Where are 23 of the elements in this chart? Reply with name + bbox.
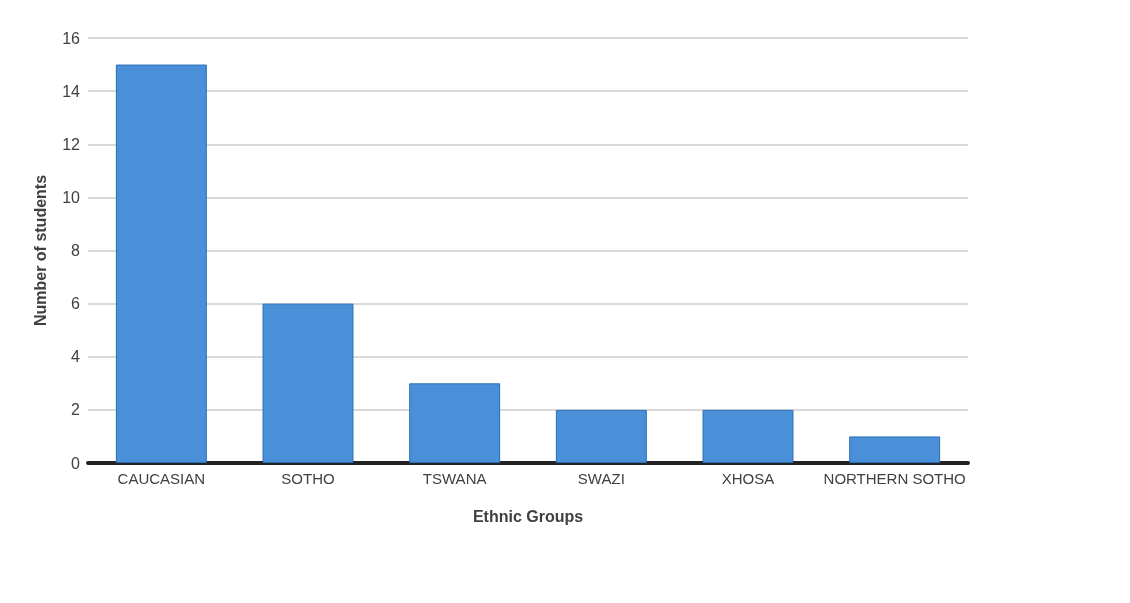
bar (702, 409, 794, 463)
x-tick-label: TSWANA (422, 470, 487, 487)
bar (409, 383, 501, 463)
y-tick-label: 4 (71, 348, 81, 366)
y-tick-label: 2 (71, 401, 81, 419)
y-tick-label: 14 (62, 82, 81, 100)
x-tick-label: CAUCASIAN (117, 470, 206, 487)
x-tick-label: NORTHERN SOTHO (823, 470, 966, 487)
y-tick-label: 6 (71, 295, 81, 313)
y-axis-title: Number of students (31, 174, 49, 327)
x-tick-label: SWAZI (577, 470, 625, 487)
x-axis-title: Ethnic Groups (472, 507, 584, 525)
bar (849, 436, 941, 463)
bar (115, 64, 207, 463)
bar (555, 409, 647, 463)
x-tick-label: SOTHO (281, 470, 335, 487)
y-tick-label: 12 (62, 135, 81, 153)
y-tick-label: 8 (71, 242, 81, 259)
bar (262, 303, 354, 463)
y-tick-label: 10 (62, 188, 81, 206)
y-tick-label: 0 (71, 454, 81, 472)
x-tick-label: XHOSA (721, 470, 775, 487)
y-tick-label: 16 (62, 29, 81, 47)
